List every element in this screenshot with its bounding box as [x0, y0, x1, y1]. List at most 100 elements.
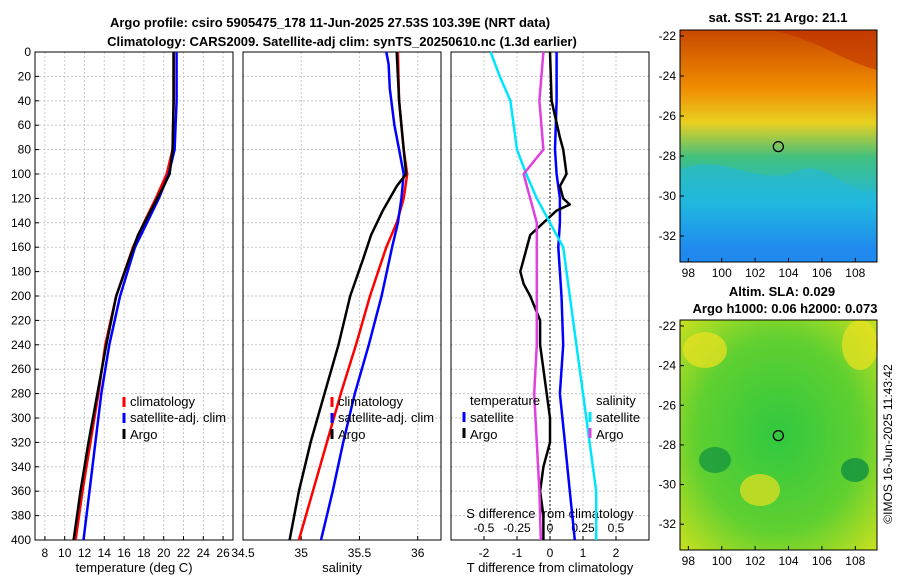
- y-tick-label: 20: [18, 69, 32, 83]
- sla-yellow-patch: [683, 332, 727, 368]
- salinity-panel: 34.5 35 35.5 36 salinity: [231, 51, 442, 575]
- salinity-legend: climatology satellite-adj. clim Argo: [330, 394, 434, 442]
- y-tick-label: 260: [11, 362, 31, 376]
- map-x-tick-label: 102: [745, 266, 765, 280]
- map-y-tick-label: -28: [659, 149, 677, 163]
- temperature-panel: 8 10 12 14 16 18 20 22 24 26 temperature (deg C) 0 2…: [11, 45, 234, 575]
- legend-label-climatology: climatology: [338, 394, 404, 409]
- s-axis-label: S difference from climatology: [466, 506, 634, 521]
- map-y-tick-label: -32: [659, 229, 677, 243]
- temperature-legend: climatology satellite-adj. clim Argo: [122, 394, 226, 442]
- legend-label-satellite: satellite-adj. clim: [130, 410, 226, 425]
- legend-label-climatology: climatology: [130, 394, 196, 409]
- legend-label-argo: Argo: [130, 427, 157, 442]
- sla-dark-patch: [841, 458, 869, 482]
- y-tick-label: 220: [11, 313, 31, 327]
- x-tick-label: 24: [197, 546, 211, 560]
- sla-map-title-line1: Altim. SLA: 0.029: [729, 284, 835, 299]
- x-tick-label: 12: [78, 546, 92, 560]
- map-x-tick-label: 102: [745, 554, 765, 568]
- map-x-tick-label: 106: [812, 554, 832, 568]
- difference-legend: temperature satellite Argo salinity sate…: [462, 393, 640, 442]
- x-tick-label: -2: [479, 546, 490, 560]
- map-x-tick-label: 104: [779, 266, 799, 280]
- map-y-tick-label: -32: [659, 517, 677, 531]
- x-tick-label: 1: [580, 546, 587, 560]
- x-tick-label: 36: [411, 546, 425, 560]
- x-tick-label: 20: [157, 546, 171, 560]
- x-tick-label: 14: [98, 546, 112, 560]
- map-x-tick-label: 106: [812, 266, 832, 280]
- y-tick-label: 140: [11, 216, 31, 230]
- sst-warm-patch: [770, 30, 877, 70]
- s-tick-label: -0.25: [503, 521, 531, 535]
- x-tick-label: 22: [177, 546, 191, 560]
- x-axis-label: salinity: [322, 560, 362, 575]
- y-tick-label: 280: [11, 387, 31, 401]
- y-tick-label: 320: [11, 435, 31, 449]
- sst-cool-patch: [680, 164, 877, 262]
- map-frame: [679, 29, 878, 263]
- x-tick-label: 34.5: [231, 546, 255, 560]
- s-tick-label: -0.5: [474, 521, 495, 535]
- map-y-tick-label: -30: [659, 189, 677, 203]
- legend-label-satellite: satellite-adj. clim: [338, 410, 434, 425]
- x-tick-label: 0: [547, 546, 554, 560]
- series-line-satellite-adj-clim: [82, 52, 178, 541]
- map-y-tick-label: -30: [659, 478, 677, 492]
- x-tick-label: -1: [512, 546, 523, 560]
- y-tick-label: 360: [11, 484, 31, 498]
- x-axis-label: T difference from climatology: [467, 560, 634, 575]
- legend-title-temperature: temperature: [470, 393, 540, 408]
- axes-box: [242, 51, 442, 541]
- s-tick-label: 0.5: [608, 521, 625, 535]
- s-tick-label: 0.25: [571, 521, 595, 535]
- sla-map-title-line2: Argo h1000: 0.06 h2000: 0.073: [693, 301, 878, 316]
- credit-text: ©IMOS 16-Jun-2025 11:43:42: [881, 364, 895, 524]
- x-tick-label: 26: [216, 546, 230, 560]
- map-y-tick-label: -26: [659, 109, 677, 123]
- x-tick-label: 10: [58, 546, 72, 560]
- y-tick-label: 120: [11, 191, 31, 205]
- map-y-tick-label: -28: [659, 438, 677, 452]
- map-frame: [679, 319, 878, 551]
- y-tick-label: 100: [11, 167, 31, 181]
- y-tick-label: 60: [18, 118, 32, 132]
- map-x-tick-label: 104: [779, 554, 799, 568]
- map-y-tick-label: -26: [659, 398, 677, 412]
- sst-map: 98 100 102 104 106 108 -22 -24 -26 -28 -30 -32: [659, 29, 878, 280]
- series-line-t-argo: [519, 51, 572, 540]
- map-y-tick-label: -22: [659, 29, 677, 43]
- map-x-tick-label: 98: [682, 266, 696, 280]
- sst-map-title: sat. SST: 21 Argo: 21.1: [709, 10, 848, 25]
- x-tick-label: 35: [295, 546, 309, 560]
- y-tick-label: 300: [11, 411, 31, 425]
- sla-dark-patch: [699, 447, 731, 473]
- map-x-tick-label: 108: [845, 266, 865, 280]
- sla-map: 98 100 102 104 106 108 -22 -24 -26 -28 -30 -32: [659, 319, 878, 568]
- y-tick-label: 0: [24, 45, 31, 59]
- title-line2: Climatology: CARS2009. Satellite-adj cli…: [107, 34, 577, 49]
- series-line-argo: [72, 52, 175, 541]
- map-x-tick-label: 100: [712, 266, 732, 280]
- title-line1: Argo profile: csiro 5905475_178 11-Jun-2…: [110, 15, 550, 30]
- map-x-tick-label: 108: [845, 554, 865, 568]
- series-line-s-argo: [522, 51, 545, 541]
- legend-title-salinity: salinity: [596, 393, 636, 408]
- map-x-tick-label: 98: [682, 554, 696, 568]
- x-tick-label: 18: [137, 546, 151, 560]
- map-x-tick-label: 100: [712, 554, 732, 568]
- y-tick-label: 180: [11, 265, 31, 279]
- y-tick-label: 380: [11, 509, 31, 523]
- series-line-satellite-adj-clim: [319, 51, 405, 541]
- x-axis-label: temperature (deg C): [75, 560, 192, 575]
- y-tick-label: 340: [11, 460, 31, 474]
- x-tick-label: 8: [42, 546, 49, 560]
- legend-label-s-argo: Argo: [596, 427, 623, 442]
- legend-label-t-satellite: satellite: [470, 410, 514, 425]
- legend-label-t-argo: Argo: [470, 427, 497, 442]
- difference-panel: -2 -1 0 1 2T difference from climatology S di…: [450, 51, 650, 575]
- x-tick-label: 2: [613, 546, 620, 560]
- y-tick-label: 40: [18, 94, 32, 108]
- series-line-argo: [288, 51, 408, 541]
